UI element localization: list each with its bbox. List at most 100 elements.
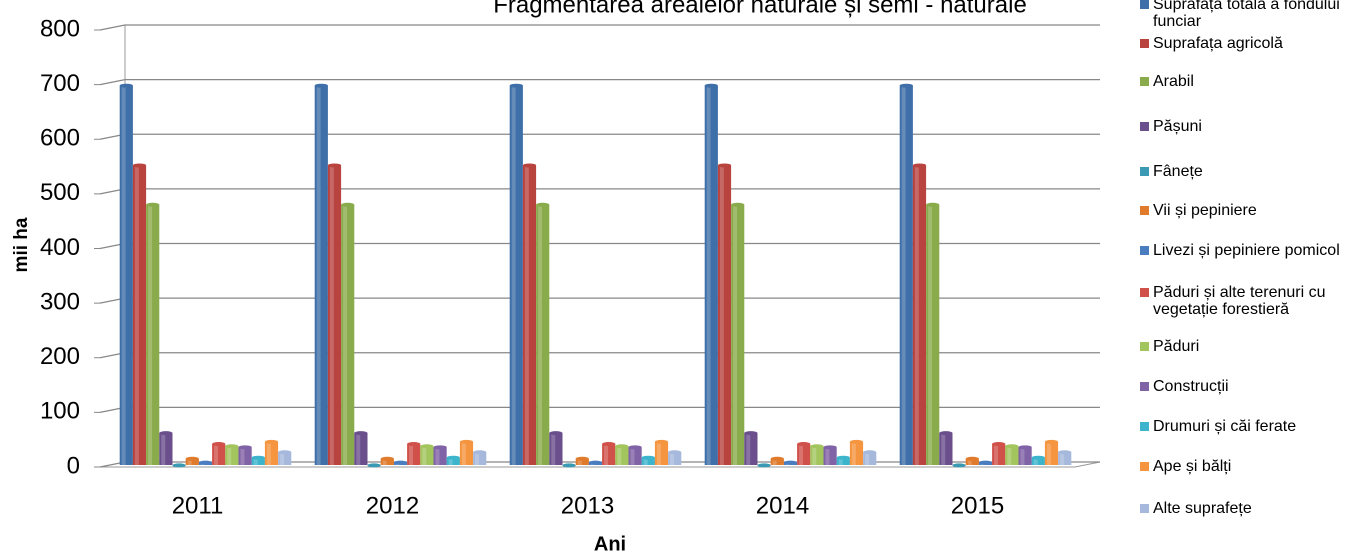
- bar: [641, 455, 655, 465]
- legend-swatch: [1140, 77, 1149, 86]
- bar: [367, 463, 381, 468]
- bar: [536, 202, 550, 466]
- grid-line-side: [99, 24, 126, 31]
- legend-label: Suprafața totală a fondului funciar: [1153, 0, 1340, 30]
- y-tick-label: 100: [40, 398, 80, 425]
- legend-swatch: [1140, 246, 1149, 255]
- bar: [225, 444, 239, 465]
- x-axis-title: Ani: [594, 533, 626, 555]
- legend-label: Arabil: [1153, 73, 1194, 90]
- bar: [654, 439, 669, 465]
- bar: [926, 202, 940, 466]
- bar: [863, 450, 877, 465]
- bar: [393, 460, 408, 465]
- bar: [212, 442, 226, 465]
- bar: [952, 463, 966, 468]
- bar: [314, 83, 328, 465]
- bar: [717, 163, 732, 465]
- bar: [836, 455, 850, 465]
- bar: [509, 83, 523, 465]
- legend-swatch: [1140, 167, 1149, 176]
- x-tick-label: 2015: [951, 492, 1004, 519]
- legend-label: Suprafața agricolă: [1153, 35, 1283, 52]
- legend-swatch: [1140, 288, 1149, 297]
- bar: [1031, 455, 1045, 465]
- bar: [198, 460, 213, 465]
- chart-title: Fragmentarea arealelor naturale și semi …: [493, 0, 1027, 18]
- legend-item: Livezi și pepiniere pomicol: [1140, 242, 1355, 259]
- bar: [251, 455, 265, 465]
- bar: [783, 460, 798, 465]
- legend-item: Pășuni: [1140, 118, 1355, 135]
- bar: [615, 444, 629, 465]
- bar: [549, 431, 563, 465]
- bar: [433, 445, 447, 465]
- x-tick-label: 2014: [756, 492, 809, 519]
- bar: [420, 444, 434, 465]
- bar: [446, 455, 460, 465]
- bar: [575, 456, 589, 465]
- legend-swatch: [1140, 206, 1149, 215]
- legend-swatch: [1140, 462, 1149, 471]
- x-tick-label: 2012: [366, 492, 419, 519]
- bar: [588, 460, 603, 465]
- legend-swatch: [1140, 382, 1149, 391]
- legend-item: Fânețe: [1140, 163, 1355, 180]
- bar: [628, 445, 642, 465]
- legend-item: Suprafața totală a fondului funciar: [1140, 0, 1355, 30]
- bar: [757, 463, 771, 468]
- legend-item: Alte suprafețe: [1140, 500, 1355, 517]
- legend-item: Construcții: [1140, 378, 1355, 395]
- bar: [668, 450, 682, 465]
- y-tick-label: 400: [40, 234, 80, 261]
- legend-swatch: [1140, 342, 1149, 351]
- bar: [522, 163, 537, 465]
- bar: [278, 450, 292, 465]
- legend-swatch: [1140, 122, 1149, 131]
- bar: [770, 456, 784, 465]
- bar: [146, 202, 160, 466]
- legend-label: Drumuri și căi ferate: [1153, 418, 1297, 435]
- y-tick-label: 200: [40, 343, 80, 370]
- bar: [407, 442, 421, 465]
- bar: [264, 439, 279, 465]
- bar: [354, 431, 368, 465]
- bar: [602, 442, 616, 465]
- legend-label: Vii și pepiniere: [1153, 202, 1257, 219]
- bar: [380, 456, 394, 465]
- legend-label: Livezi și pepiniere pomicol: [1153, 242, 1340, 259]
- legend-swatch: [1140, 422, 1149, 431]
- legend-label: Construcții: [1153, 378, 1229, 395]
- bar: [1058, 450, 1072, 465]
- bar: [978, 460, 993, 465]
- grid-line-side: [99, 79, 126, 86]
- floor-right: [1074, 461, 1101, 468]
- bar: [797, 442, 811, 465]
- y-tick-label: 800: [40, 15, 80, 42]
- bar: [459, 439, 474, 465]
- bar: [823, 445, 837, 465]
- bar: [992, 442, 1006, 465]
- bar: [810, 444, 824, 465]
- legend-label: Fânețe: [1153, 163, 1203, 180]
- bar: [341, 202, 355, 466]
- bar: [562, 463, 576, 468]
- y-tick-label: 500: [40, 179, 80, 206]
- y-axis-title: mii ha: [11, 217, 32, 272]
- bar: [899, 83, 913, 465]
- bar: [327, 163, 342, 465]
- bar: [1005, 444, 1019, 465]
- y-tick-label: 300: [40, 288, 80, 315]
- bar: [1018, 445, 1032, 465]
- bar: [119, 83, 133, 465]
- legend-label: Păduri: [1153, 338, 1200, 355]
- legend-item: Păduri: [1140, 338, 1355, 355]
- bar: [132, 163, 147, 465]
- x-tick-label: 2013: [561, 492, 614, 519]
- legend-swatch: [1140, 504, 1149, 513]
- bar: [159, 431, 173, 465]
- legend-item: Vii și pepiniere: [1140, 202, 1355, 219]
- bar: [238, 445, 252, 465]
- bar: [965, 456, 979, 465]
